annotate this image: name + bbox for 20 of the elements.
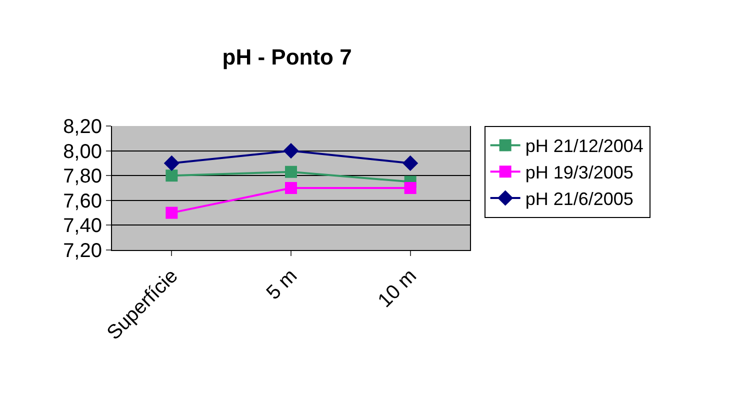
y-tick-label: 7,80	[63, 166, 102, 188]
legend-label: pH 21/6/2005	[525, 189, 634, 210]
point	[402, 155, 418, 171]
legend-label: pH 19/3/2005	[525, 162, 634, 183]
point	[164, 155, 180, 171]
y-tick-label: 7,40	[63, 215, 102, 238]
point	[166, 206, 178, 219]
y-tick-label: 8,00	[63, 140, 102, 163]
x-tick-label: 5 m	[262, 265, 302, 304]
chart-title: pH - Ponto 7	[222, 44, 352, 70]
point	[166, 170, 178, 182]
point	[404, 182, 416, 194]
point	[285, 166, 297, 178]
y-tick-label: 7,60	[63, 190, 102, 212]
y-tick-label: 8,20	[63, 116, 102, 138]
x-tick-label: 10 m	[374, 265, 421, 312]
point	[285, 182, 297, 194]
y-tick-label: 7,20	[63, 240, 102, 262]
legend-label: pH 21/12/2004	[525, 136, 644, 156]
point	[283, 143, 299, 159]
